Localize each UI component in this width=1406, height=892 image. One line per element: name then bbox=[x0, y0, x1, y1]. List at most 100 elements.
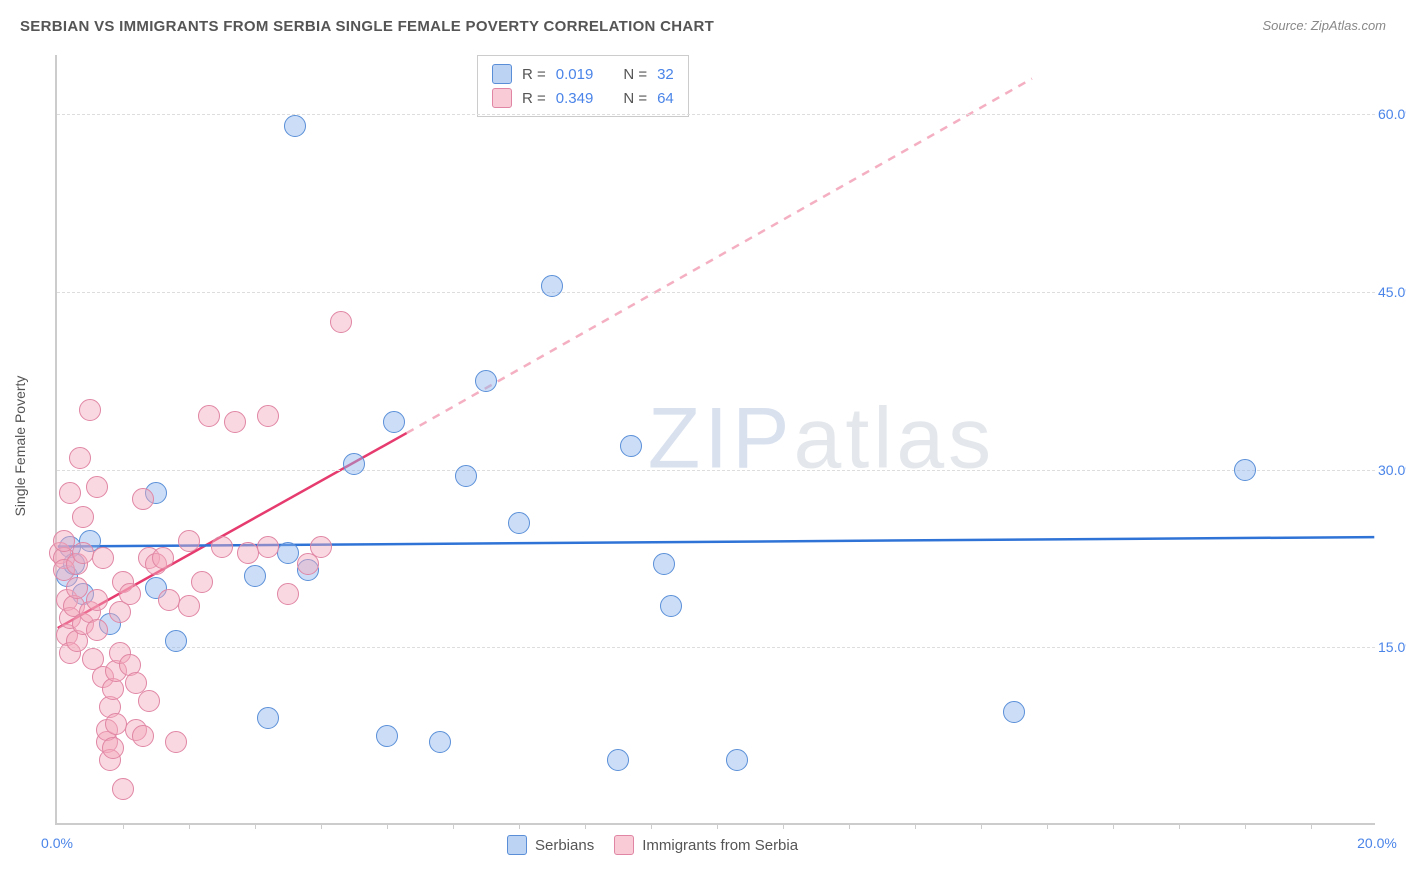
stat-r-value: 0.019 bbox=[556, 66, 594, 83]
title-bar: SERBIAN VS IMMIGRANTS FROM SERBIA SINGLE… bbox=[20, 18, 1386, 35]
data-point bbox=[132, 725, 154, 747]
x-tick-mark bbox=[1245, 823, 1246, 829]
watermark: ZIPatlas bbox=[648, 390, 995, 489]
x-tick-mark bbox=[519, 823, 520, 829]
stat-n-value: 32 bbox=[657, 66, 674, 83]
swatch-icon bbox=[614, 835, 634, 855]
data-point bbox=[178, 530, 200, 552]
x-tick-mark bbox=[1179, 823, 1180, 829]
y-tick-label: 30.0% bbox=[1378, 462, 1406, 478]
data-point bbox=[165, 630, 187, 652]
data-point bbox=[165, 731, 187, 753]
data-point bbox=[429, 731, 451, 753]
watermark-zip: ZIP bbox=[648, 391, 794, 487]
data-point bbox=[86, 589, 108, 611]
plot-area: ZIPatlas R = 0.019 N = 32 R = 0.349 N = … bbox=[55, 55, 1375, 825]
x-tick-mark bbox=[189, 823, 190, 829]
data-point bbox=[132, 488, 154, 510]
data-point bbox=[158, 589, 180, 611]
x-tick-mark bbox=[453, 823, 454, 829]
stat-n-value: 64 bbox=[657, 90, 674, 107]
data-point bbox=[383, 411, 405, 433]
data-point bbox=[455, 465, 477, 487]
data-point bbox=[653, 553, 675, 575]
chart-title: SERBIAN VS IMMIGRANTS FROM SERBIA SINGLE… bbox=[20, 18, 714, 35]
stats-box: R = 0.019 N = 32 R = 0.349 N = 64 bbox=[477, 55, 689, 117]
x-tick-mark bbox=[585, 823, 586, 829]
data-point bbox=[86, 619, 108, 641]
x-tick-mark bbox=[849, 823, 850, 829]
data-point bbox=[1234, 459, 1256, 481]
stats-row-immigrants: R = 0.349 N = 64 bbox=[492, 86, 674, 110]
source-label: Source: ZipAtlas.com bbox=[1262, 18, 1386, 33]
data-point bbox=[257, 707, 279, 729]
trend-lines bbox=[57, 55, 1375, 823]
x-tick-mark bbox=[783, 823, 784, 829]
stat-n-label: N = bbox=[623, 90, 647, 107]
x-tick-mark bbox=[321, 823, 322, 829]
data-point bbox=[72, 542, 94, 564]
data-point bbox=[198, 405, 220, 427]
swatch-icon bbox=[492, 64, 512, 84]
x-tick-mark bbox=[387, 823, 388, 829]
data-point bbox=[541, 275, 563, 297]
data-point bbox=[72, 506, 94, 528]
x-tick-mark bbox=[651, 823, 652, 829]
data-point bbox=[343, 453, 365, 475]
legend-label: Immigrants from Serbia bbox=[642, 837, 798, 854]
x-tick-label: 0.0% bbox=[41, 835, 73, 851]
data-point bbox=[607, 749, 629, 771]
legend-item-serbians: Serbians bbox=[507, 835, 594, 855]
data-point bbox=[310, 536, 332, 558]
x-tick-mark bbox=[1311, 823, 1312, 829]
data-point bbox=[105, 713, 127, 735]
y-axis-label: Single Female Poverty bbox=[12, 376, 28, 517]
data-point bbox=[224, 411, 246, 433]
data-point bbox=[191, 571, 213, 593]
swatch-icon bbox=[507, 835, 527, 855]
data-point bbox=[178, 595, 200, 617]
chart-container: SERBIAN VS IMMIGRANTS FROM SERBIA SINGLE… bbox=[0, 0, 1406, 892]
x-tick-mark bbox=[915, 823, 916, 829]
swatch-icon bbox=[492, 88, 512, 108]
gridline bbox=[57, 114, 1375, 115]
data-point bbox=[119, 583, 141, 605]
data-point bbox=[277, 583, 299, 605]
data-point bbox=[376, 725, 398, 747]
data-point bbox=[277, 542, 299, 564]
y-tick-label: 45.0% bbox=[1378, 284, 1406, 300]
data-point bbox=[69, 447, 91, 469]
data-point bbox=[59, 482, 81, 504]
x-tick-mark bbox=[717, 823, 718, 829]
stat-n-label: N = bbox=[623, 66, 647, 83]
data-point bbox=[92, 547, 114, 569]
data-point bbox=[112, 778, 134, 800]
bottom-legend: Serbians Immigrants from Serbia bbox=[507, 835, 798, 855]
x-tick-mark bbox=[123, 823, 124, 829]
data-point bbox=[660, 595, 682, 617]
data-point bbox=[211, 536, 233, 558]
data-point bbox=[284, 115, 306, 137]
data-point bbox=[297, 553, 319, 575]
data-point bbox=[508, 512, 530, 534]
data-point bbox=[152, 547, 174, 569]
y-tick-label: 60.0% bbox=[1378, 106, 1406, 122]
gridline bbox=[57, 647, 1375, 648]
stat-r-label: R = bbox=[522, 90, 546, 107]
data-point bbox=[79, 399, 101, 421]
data-point bbox=[620, 435, 642, 457]
x-tick-mark bbox=[255, 823, 256, 829]
data-point bbox=[66, 577, 88, 599]
legend-label: Serbians bbox=[535, 837, 594, 854]
x-tick-mark bbox=[981, 823, 982, 829]
x-tick-label: 20.0% bbox=[1357, 835, 1397, 851]
data-point bbox=[475, 370, 497, 392]
watermark-atlas: atlas bbox=[794, 391, 996, 487]
data-point bbox=[237, 542, 259, 564]
data-point bbox=[1003, 701, 1025, 723]
stat-r-label: R = bbox=[522, 66, 546, 83]
stat-r-value: 0.349 bbox=[556, 90, 594, 107]
data-point bbox=[244, 565, 266, 587]
data-point bbox=[257, 405, 279, 427]
x-tick-mark bbox=[1113, 823, 1114, 829]
